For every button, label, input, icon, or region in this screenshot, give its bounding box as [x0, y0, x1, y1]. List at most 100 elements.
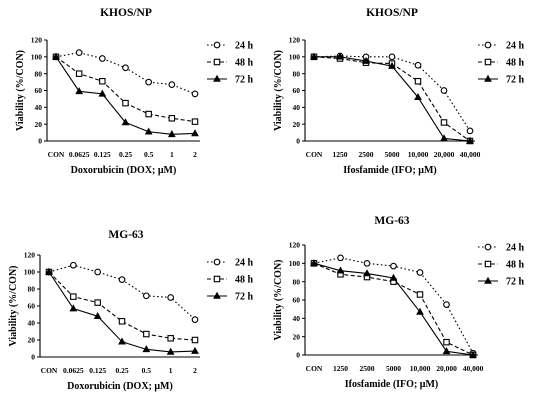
y-tick-label: 100	[289, 52, 301, 61]
data-point	[469, 350, 477, 358]
data-point	[75, 87, 84, 95]
legend-marker	[484, 243, 492, 251]
x-tick-label: 20,000	[434, 150, 455, 159]
x-axis-label: Ifosfamide (IFO; μM)	[343, 165, 436, 176]
data-point	[118, 318, 126, 325]
y-tick-label: 0	[296, 351, 300, 360]
data-point	[94, 299, 101, 306]
data-point	[337, 254, 344, 262]
y-axis-label: Viability (%/CON)	[273, 259, 284, 340]
y-tick-label: 40	[293, 103, 301, 112]
data-point	[336, 266, 345, 274]
x-tick-label: 2500	[359, 150, 374, 159]
x-axis-label: Doxorubicin (DOX; μM)	[67, 381, 173, 392]
legend: 24 h 48 h 72 h	[478, 243, 525, 288]
data-point	[440, 87, 448, 94]
x-tick-label: 40,000	[463, 364, 484, 373]
y-tick-label: 40	[293, 314, 301, 323]
data-point	[416, 291, 424, 298]
y-tick-label: 60	[293, 86, 301, 95]
data-point	[122, 99, 129, 107]
data-point	[416, 307, 424, 315]
x-tick-label: 1	[169, 366, 173, 375]
x-tick-label: 5000	[386, 364, 401, 373]
x-tick-label: CON	[41, 366, 58, 375]
y-axis-label: Viability (%/CON)	[15, 50, 26, 131]
y-axis-label: Viability (%/CON)	[8, 265, 19, 346]
legend-marker	[484, 41, 492, 49]
data-point	[143, 330, 150, 338]
y-tick-label: 20	[28, 336, 36, 345]
x-tick-label: 2500	[360, 364, 375, 373]
legend-label: 24 h	[506, 41, 525, 52]
y-tick-label: 80	[35, 69, 43, 78]
x-tick-label: 0.125	[94, 150, 111, 159]
data-point	[443, 338, 450, 346]
y-tick-label: 100	[289, 259, 301, 268]
data-point	[144, 127, 153, 135]
legend-label: 72 h	[506, 75, 525, 86]
y-tick-label: 20	[293, 120, 301, 129]
data-point	[70, 293, 77, 300]
y-axis-label: Viability (%/CON)	[273, 50, 284, 131]
x-tick-label: 0.25	[115, 366, 128, 375]
y-tick-label: 20	[293, 332, 301, 341]
data-point	[75, 70, 83, 77]
data-point	[414, 93, 422, 101]
data-point	[390, 262, 397, 270]
legend-label: 48 h	[235, 275, 254, 286]
x-tick-label: 0.5	[142, 366, 152, 375]
data-point	[75, 49, 83, 56]
x-tick-label: CON	[306, 364, 323, 373]
data-point	[443, 301, 450, 308]
x-tick-label: CON	[48, 150, 65, 159]
legend-marker	[213, 58, 221, 66]
chart-title: MG-63	[108, 229, 143, 241]
series-1	[45, 261, 199, 323]
data-point	[166, 347, 175, 355]
series-3	[45, 267, 199, 355]
series-2	[52, 53, 199, 125]
data-point	[310, 52, 318, 60]
data-point	[388, 61, 396, 69]
x-tick-label: 0.0625	[63, 366, 84, 375]
data-point	[362, 56, 370, 64]
data-point	[167, 130, 176, 138]
y-tick-label: 0	[296, 137, 300, 146]
y-tick-label: 40	[35, 103, 43, 112]
chart-panel-3: MG-63 0 20 40 60 80 100 120 CON 0.0625 0.125 0.25 0.…	[8, 229, 254, 392]
data-point	[168, 115, 176, 122]
y-tick-label: 80	[28, 285, 36, 294]
data-point	[98, 89, 107, 97]
legend-label: 72 h	[235, 75, 254, 86]
chart-panel-1: KHOS/NP 0 20 40 60 80 100 120 CON 0.0625 0.125 0.25…	[15, 7, 254, 176]
data-point	[52, 52, 60, 60]
legend: 24 h 48 h 72 h	[207, 41, 254, 86]
legend-label: 48 h	[506, 260, 525, 271]
y-tick-label: 120	[289, 36, 301, 45]
x-tick-label: 2	[193, 366, 197, 375]
x-tick-label: CON	[306, 150, 323, 159]
data-point	[94, 268, 102, 276]
legend-marker	[484, 276, 492, 284]
legend-marker	[213, 291, 221, 299]
data-point	[388, 53, 396, 61]
y-tick-label: 20	[35, 120, 43, 129]
series-3	[52, 52, 199, 138]
series-line	[314, 56, 471, 142]
data-point	[191, 90, 199, 98]
data-point	[168, 81, 176, 88]
data-point	[363, 259, 371, 267]
data-point	[118, 276, 126, 284]
data-point	[440, 134, 448, 142]
x-tick-label: 10,000	[408, 150, 429, 159]
data-point	[69, 261, 77, 269]
data-point	[93, 311, 102, 319]
data-point	[167, 335, 174, 342]
x-tick-label: 0.125	[89, 366, 106, 375]
data-point	[145, 78, 153, 86]
data-point	[167, 294, 175, 301]
data-point	[389, 273, 398, 281]
y-tick-label: 60	[28, 302, 36, 311]
